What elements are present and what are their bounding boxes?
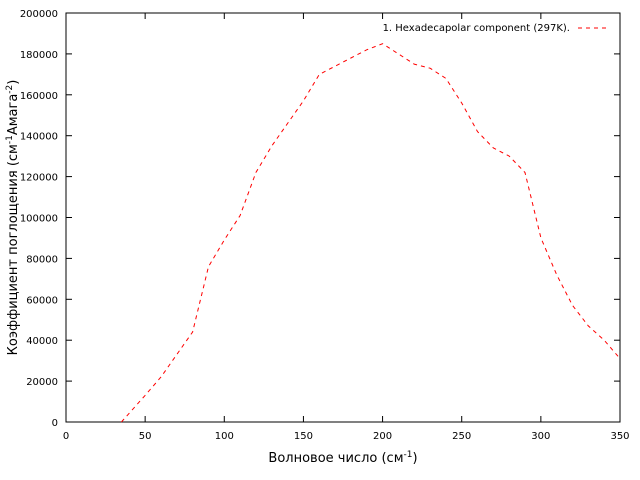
- y-tick-label: 60000: [26, 295, 58, 306]
- x-tick-label: 200: [373, 431, 392, 442]
- y-axis-title: Коэффициент поглощения (см-1Амага-2): [5, 80, 21, 356]
- y-tick-label: 40000: [26, 336, 58, 347]
- y-tick-label: 160000: [20, 91, 58, 102]
- series-line: [121, 43, 621, 423]
- plot-frame: [65, 12, 621, 423]
- legend: 1. Hexadecapolar component (297K).: [383, 23, 610, 34]
- y-tick-label: 120000: [20, 173, 58, 184]
- x-tick-label: 50: [139, 431, 152, 442]
- x-axis-title: Волновое число (см-1): [268, 450, 417, 466]
- x-tick-label: 250: [452, 431, 471, 442]
- x-tick-label: 100: [215, 431, 234, 442]
- y-tick-label: 200000: [20, 9, 58, 20]
- y-tick-label: 100000: [20, 214, 58, 225]
- y-tick-label: 20000: [26, 377, 58, 388]
- y-tick-label: 80000: [26, 254, 58, 265]
- x-tick-label: 150: [294, 431, 313, 442]
- x-tick-label: 350: [610, 431, 629, 442]
- series-layer: [121, 43, 621, 423]
- y-tick-label: 180000: [20, 50, 58, 61]
- y-tick-label: 140000: [20, 132, 58, 143]
- x-tick-label: 0: [63, 431, 69, 442]
- legend-label: 1. Hexadecapolar component (297K).: [383, 23, 570, 34]
- x-tick-label: 300: [531, 431, 550, 442]
- ticks-layer: 0 50 100 150 200 250 300 350 0 20000 40000 60000 800…: [20, 9, 630, 442]
- y-tick-label: 0: [52, 418, 58, 429]
